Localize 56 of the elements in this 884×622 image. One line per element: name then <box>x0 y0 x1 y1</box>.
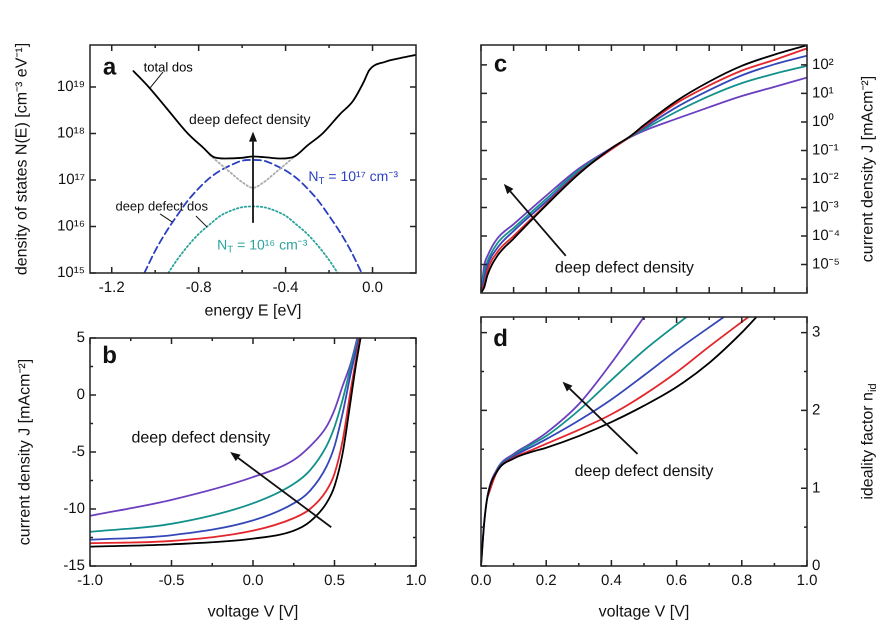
annotation: a <box>102 53 117 80</box>
x-axis-title: energy E [eV] <box>204 302 302 320</box>
y-tick-label: 10⁰ <box>812 113 834 130</box>
y-tick-label: 10⁻² <box>812 170 839 188</box>
line-series <box>132 54 416 160</box>
y-tick-label: 10⁻¹ <box>812 142 839 159</box>
y-tick-label: 0 <box>812 557 820 574</box>
x-tick-label: -0.5 <box>158 572 184 590</box>
y-tick-label: 5 <box>76 329 85 346</box>
x-tick-label: -0.8 <box>186 279 212 296</box>
y-tick-label: 2 <box>812 402 820 419</box>
annotation: deep defect density <box>555 260 694 277</box>
x-axis-title: voltage V [V] <box>598 603 690 620</box>
x-tick-label: 1.0 <box>406 572 426 590</box>
y-tick-label: 10⁻³ <box>812 198 839 216</box>
annotation: d <box>493 325 508 352</box>
x-tick-label: -1.2 <box>98 279 125 296</box>
annotation: deep defect dos <box>115 198 208 214</box>
x-axis-title: voltage V [V] <box>208 603 298 620</box>
annotation: deep defect density <box>189 111 310 128</box>
y-tick-label: 1 <box>812 479 820 496</box>
y-axis-title: density of states N(E) [cm⁻³ eV⁻¹] <box>13 42 30 276</box>
x-tick-label: 0.6 <box>666 572 688 590</box>
x-tick-label: 0.2 <box>536 572 557 590</box>
y-tick-label: 3 <box>812 324 820 341</box>
annotation: c <box>494 50 508 78</box>
y-tick-label: 10⁻⁵ <box>812 256 840 273</box>
x-tick-label: 0.8 <box>731 572 752 590</box>
x-tick-label: 0.5 <box>324 572 345 590</box>
y-tick-label: 10¹⁵ <box>57 264 85 282</box>
x-tick-label: 0.4 <box>600 572 622 590</box>
y-tick-label: 10¹ <box>812 84 834 102</box>
x-tick-label: 0.0 <box>470 572 492 590</box>
annotation: deep defect density <box>131 430 270 447</box>
annotation: b <box>102 342 117 369</box>
line-series <box>208 154 298 189</box>
y-tick-label: 0 <box>76 386 85 404</box>
y-tick-label: 10¹⁶ <box>57 218 85 235</box>
x-tick-label: -1.0 <box>77 572 103 590</box>
series-label: total dos <box>144 59 194 74</box>
y-tick-label: 10⁻⁴ <box>812 227 840 244</box>
annotation: deep defect density <box>574 462 714 480</box>
y-tick-label: 10¹⁷ <box>58 171 85 188</box>
y-tick-label: 10¹⁹ <box>56 78 85 96</box>
x-tick-label: 0.0 <box>362 279 383 296</box>
y-tick-label: 10² <box>812 56 834 74</box>
y-tick-label: -10 <box>63 500 85 518</box>
x-tick-label: 1.0 <box>796 572 818 590</box>
y-tick-label: -5 <box>72 443 85 460</box>
y-tick-label: 10¹⁸ <box>56 124 85 142</box>
y-axis-title: ideality factor nid <box>859 383 879 500</box>
y-tick-label: -15 <box>63 557 85 574</box>
y-axis-title: current density J [mAcm⁻²] <box>859 76 876 262</box>
x-tick-label: -0.4 <box>272 279 299 296</box>
x-tick-label: 0.0 <box>242 572 264 590</box>
y-axis-title: current density J [mAcm⁻²] <box>16 358 34 546</box>
